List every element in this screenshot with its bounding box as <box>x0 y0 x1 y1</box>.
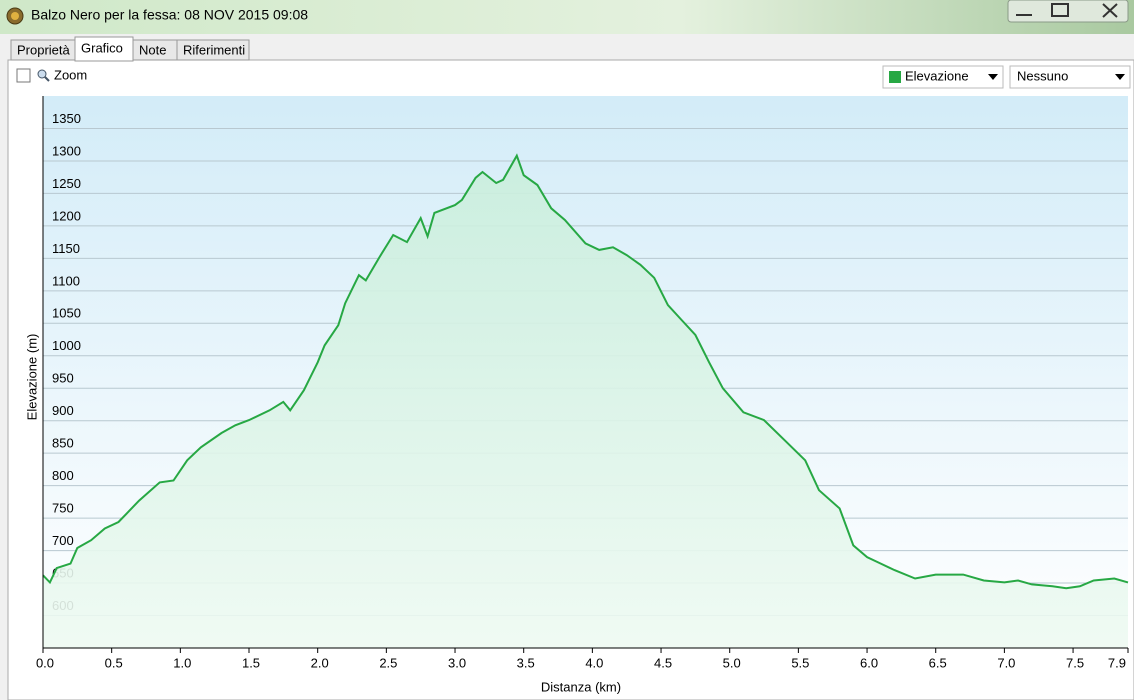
y-tick-label: 800 <box>52 468 74 483</box>
series-select-label: Elevazione <box>905 68 969 83</box>
series-select[interactable] <box>882 65 1004 89</box>
y-tick-label: 1350 <box>52 111 81 126</box>
window-title: Balzo Nero per la fessa: 08 NOV 2015 09:… <box>31 7 308 23</box>
x-tick-label: 7.0 <box>997 655 1015 670</box>
tab-label: Note <box>139 42 166 57</box>
x-tick-label: 3.5 <box>517 655 535 670</box>
tab-label: Proprietà <box>17 42 71 57</box>
x-tick-label: 6.5 <box>929 655 947 670</box>
x-tick-label: 6.0 <box>860 655 878 670</box>
series-swatch <box>889 71 901 83</box>
y-tick-label: 900 <box>52 403 74 418</box>
y-tick-label: 700 <box>52 533 74 548</box>
x-tick-label: 7.9 <box>1108 655 1126 670</box>
y-tick-label: 1050 <box>52 306 81 321</box>
y-tick-label: 1150 <box>52 241 80 256</box>
x-tick-label: 1.5 <box>242 655 260 670</box>
x-tick-label: 4.5 <box>654 655 672 670</box>
y-tick-label: 1200 <box>52 208 81 223</box>
close-button[interactable] <box>1102 3 1118 18</box>
compare-select[interactable] <box>1009 65 1131 89</box>
maximize-button[interactable] <box>1051 3 1069 17</box>
y-tick-label: 850 <box>52 436 74 451</box>
dropdown-arrow <box>988 74 998 80</box>
dropdown-arrow <box>1115 74 1125 80</box>
compare-select-label: Nessuno <box>1017 68 1068 83</box>
elevation-area <box>43 155 1128 648</box>
y-tick-label: 1250 <box>52 176 81 191</box>
x-tick-label: 3.0 <box>448 655 466 670</box>
title-bar <box>0 0 1134 34</box>
y-axis-label: Elevazione (m) <box>24 334 39 421</box>
x-tick-label: 0.5 <box>105 655 123 670</box>
x-tick-label: 2.5 <box>379 655 397 670</box>
tab-label: Riferimenti <box>183 42 245 57</box>
x-tick-label: 7.5 <box>1066 655 1084 670</box>
y-tick-label: 750 <box>52 501 74 516</box>
x-tick-label: 4.0 <box>585 655 603 670</box>
x-axis-label: Distanza (km) <box>541 679 621 694</box>
y-tick-label: 1000 <box>52 338 81 353</box>
elevation-line <box>42 153 1129 590</box>
x-tick-label: 0.0 <box>36 655 54 670</box>
zoom-icon <box>37 69 47 79</box>
x-tick-label: 1.0 <box>173 655 191 670</box>
x-tick-label: 2.0 <box>311 655 329 670</box>
app-icon-core <box>11 12 19 20</box>
y-tick-label: 1300 <box>52 143 81 158</box>
y-tick-label: 1100 <box>52 273 80 288</box>
zoom-label: Zoom <box>54 67 87 82</box>
x-tick-label: 5.0 <box>723 655 741 670</box>
x-tick-label: 5.5 <box>791 655 809 670</box>
tab[interactable] <box>176 39 250 61</box>
zoom-checkbox[interactable] <box>16 68 31 83</box>
y-tick-label: 950 <box>52 371 74 386</box>
zoom-icon-handle <box>44 76 50 82</box>
tab-label: Grafico <box>81 40 123 55</box>
